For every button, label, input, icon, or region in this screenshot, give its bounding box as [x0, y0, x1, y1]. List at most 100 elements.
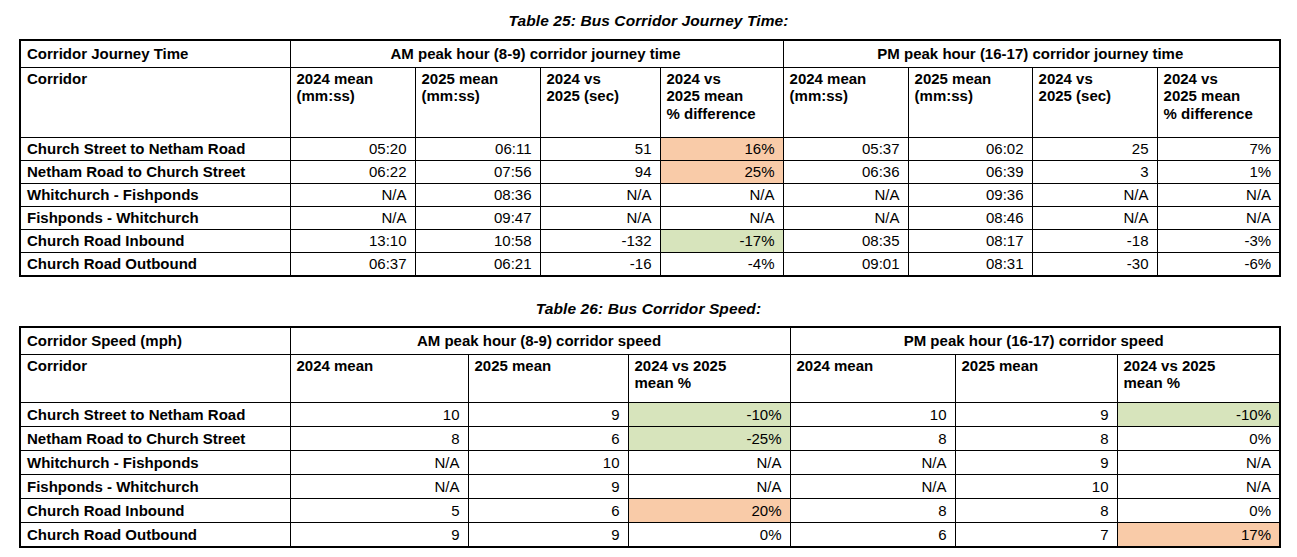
- value-cell: 8: [290, 427, 468, 451]
- value-cell: 09:01: [783, 253, 908, 277]
- value-cell: 06:21: [415, 253, 540, 277]
- value-cell: 6: [790, 523, 955, 548]
- t25-pm-group-header: PM peak hour (16-17) corridor journey ti…: [783, 40, 1280, 68]
- corridor-cell: Church Street to Netham Road: [20, 403, 290, 427]
- table-row: Church Road Inbound 13:10 10:58 -132 -17…: [20, 230, 1280, 253]
- value-cell: 6: [468, 427, 628, 451]
- value-cell: -30: [1032, 253, 1157, 277]
- value-cell: 0%: [1117, 499, 1280, 523]
- value-cell: 08:17: [908, 230, 1032, 253]
- corridor-cell: Church Road Outbound: [20, 253, 290, 277]
- value-cell: N/A: [1032, 207, 1157, 230]
- value-cell: 1%: [1157, 161, 1280, 184]
- value-cell: 10: [290, 403, 468, 427]
- value-cell: N/A: [1157, 207, 1280, 230]
- value-cell: 9: [290, 523, 468, 548]
- value-cell: 08:31: [908, 253, 1032, 277]
- value-cell: N/A: [1032, 184, 1157, 207]
- value-cell: 06:02: [908, 138, 1032, 161]
- value-cell: 7%: [1157, 138, 1280, 161]
- t26-column-header-row: Corridor 2024 mean 2025 mean 2024 vs 202…: [20, 355, 1280, 403]
- value-cell: 13:10: [290, 230, 415, 253]
- value-cell: N/A: [660, 207, 783, 230]
- value-cell: 9: [468, 403, 628, 427]
- column-header: 2024 mean: [290, 355, 468, 403]
- value-cell-highlight-orange: 25%: [660, 161, 783, 184]
- value-cell: -18: [1032, 230, 1157, 253]
- value-cell: 9: [468, 475, 628, 499]
- value-cell: N/A: [290, 207, 415, 230]
- value-cell: 0%: [628, 523, 790, 548]
- value-cell: 8: [790, 427, 955, 451]
- table-row: Fishponds - Whitchurch N/A 09:47 N/A N/A…: [20, 207, 1280, 230]
- t25-column-header-row: Corridor 2024 mean (mm:ss) 2025 mean (mm…: [20, 68, 1280, 138]
- value-cell: 10: [468, 451, 628, 475]
- value-cell: 06:36: [783, 161, 908, 184]
- value-cell: N/A: [290, 184, 415, 207]
- table-row: Netham Road to Church Street 8 6 -25% 8 …: [20, 427, 1280, 451]
- value-cell: N/A: [783, 207, 908, 230]
- corridor-cell: Netham Road to Church Street: [20, 161, 290, 184]
- corridor-cell: Netham Road to Church Street: [20, 427, 290, 451]
- value-cell: 08:46: [908, 207, 1032, 230]
- value-cell: -16: [540, 253, 660, 277]
- column-header: 2024 vs 2025 (sec): [1032, 68, 1157, 138]
- value-cell: 08:36: [415, 184, 540, 207]
- value-cell: N/A: [1117, 475, 1280, 499]
- value-cell: -4%: [660, 253, 783, 277]
- value-cell: 0%: [1117, 427, 1280, 451]
- value-cell: 10: [790, 403, 955, 427]
- value-cell: 09:47: [415, 207, 540, 230]
- value-cell-highlight-orange: 17%: [1117, 523, 1280, 548]
- value-cell: 10:58: [415, 230, 540, 253]
- value-cell: N/A: [783, 184, 908, 207]
- table-row: Church Road Inbound 5 6 20% 8 8 0%: [20, 499, 1280, 523]
- value-cell: N/A: [1157, 184, 1280, 207]
- value-cell: 07:56: [415, 161, 540, 184]
- value-cell: 05:20: [290, 138, 415, 161]
- value-cell-highlight-orange: 20%: [628, 499, 790, 523]
- value-cell: 06:11: [415, 138, 540, 161]
- corridor-cell: Whitchurch - Fishponds: [20, 184, 290, 207]
- column-header: 2024 mean (mm:ss): [290, 68, 415, 138]
- corridor-cell: Fishponds - Whitchurch: [20, 207, 290, 230]
- value-cell: 5: [290, 499, 468, 523]
- value-cell-highlight-green: -10%: [1117, 403, 1280, 427]
- column-header: 2024 vs 2025 mean % difference: [660, 68, 783, 138]
- value-cell: 09:36: [908, 184, 1032, 207]
- value-cell: -6%: [1157, 253, 1280, 277]
- value-cell: 8: [790, 499, 955, 523]
- t25-am-group-header: AM peak hour (8-9) corridor journey time: [290, 40, 783, 68]
- value-cell: N/A: [540, 184, 660, 207]
- table-row: Church Road Outbound 9 9 0% 6 7 17%: [20, 523, 1280, 548]
- value-cell: 3: [1032, 161, 1157, 184]
- column-header: 2024 mean (mm:ss): [783, 68, 908, 138]
- column-header: 2024 vs 2025 mean % difference: [1157, 68, 1280, 138]
- value-cell: N/A: [628, 451, 790, 475]
- table-row: Netham Road to Church Street 06:22 07:56…: [20, 161, 1280, 184]
- value-cell: 10: [955, 475, 1117, 499]
- value-cell: N/A: [290, 451, 468, 475]
- value-cell: 08:35: [783, 230, 908, 253]
- t25-corridor-header: Corridor: [20, 68, 290, 138]
- table-row: Whitchurch - Fishponds N/A 08:36 N/A N/A…: [20, 184, 1280, 207]
- value-cell: -3%: [1157, 230, 1280, 253]
- table26-speed: Corridor Speed (mph) AM peak hour (8-9) …: [19, 326, 1281, 548]
- value-cell: 9: [468, 523, 628, 548]
- table25-title: Table 25: Bus Corridor Journey Time:: [0, 12, 1297, 30]
- value-cell: -132: [540, 230, 660, 253]
- value-cell: 8: [955, 427, 1117, 451]
- t26-group-header-row: Corridor Speed (mph) AM peak hour (8-9) …: [20, 327, 1280, 355]
- value-cell: N/A: [660, 184, 783, 207]
- t26-corner-label: Corridor Speed (mph): [20, 327, 290, 355]
- corridor-cell: Whitchurch - Fishponds: [20, 451, 290, 475]
- value-cell: 05:37: [783, 138, 908, 161]
- value-cell: 51: [540, 138, 660, 161]
- value-cell-highlight-green: -17%: [660, 230, 783, 253]
- column-header: 2025 mean (mm:ss): [908, 68, 1032, 138]
- value-cell: 25: [1032, 138, 1157, 161]
- value-cell: 94: [540, 161, 660, 184]
- column-header: 2025 mean: [955, 355, 1117, 403]
- column-header: 2024 vs 2025 (sec): [540, 68, 660, 138]
- corridor-cell: Church Road Inbound: [20, 499, 290, 523]
